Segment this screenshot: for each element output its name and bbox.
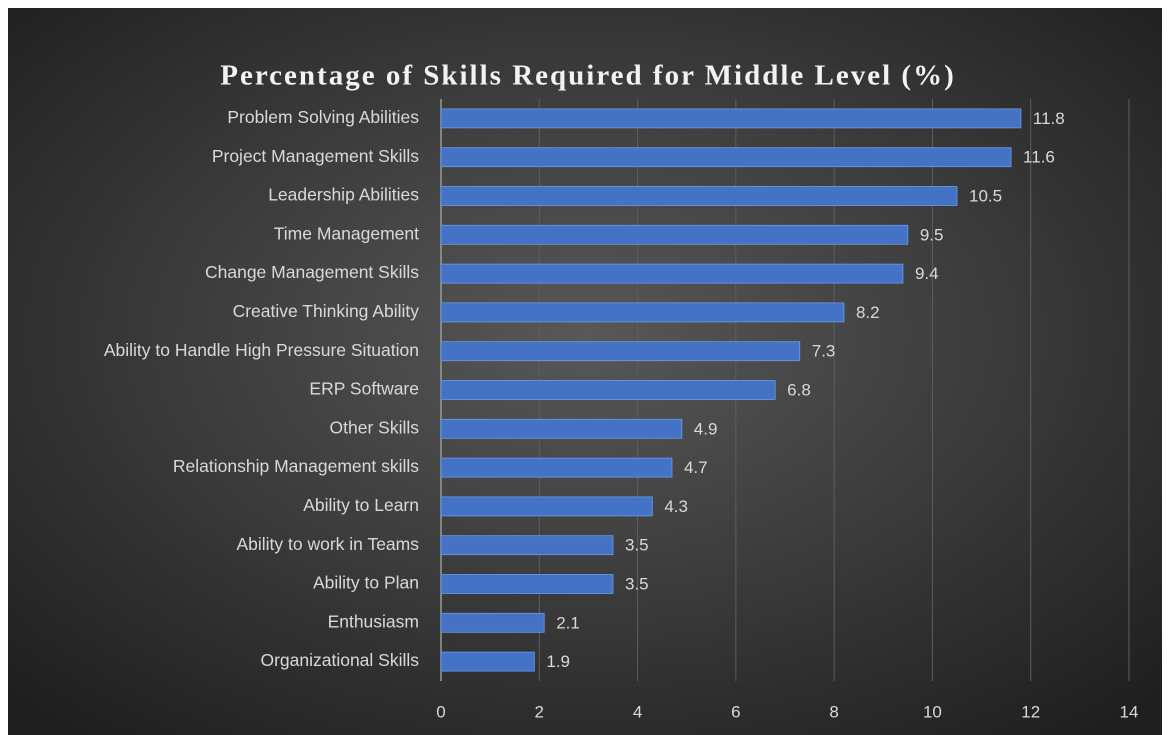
y-tick-label: Creative Thinking Ability (233, 301, 420, 321)
y-tick-label: Ability to Learn (303, 495, 419, 515)
bar (440, 263, 904, 284)
x-tick-label: 14 (1120, 702, 1139, 721)
bar (440, 612, 545, 633)
bar (440, 651, 535, 672)
x-tick-label: 8 (829, 702, 838, 721)
bar (440, 457, 673, 478)
y-tick-label: Change Management Skills (205, 262, 419, 282)
y-tick-label: Project Management Skills (212, 146, 419, 166)
value-label: 7.3 (812, 342, 836, 361)
value-label: 6.8 (787, 380, 811, 399)
value-label: 11.6 (1023, 148, 1055, 167)
value-label: 8.2 (856, 303, 880, 322)
value-label: 11.8 (1033, 109, 1065, 128)
value-label: 3.5 (625, 574, 649, 593)
bar (440, 147, 1012, 168)
y-tick-label: Ability to Handle High Pressure Situatio… (104, 340, 419, 360)
bar (440, 186, 958, 206)
chart-background (8, 8, 1162, 735)
bar (440, 496, 653, 517)
x-tick-label: 4 (633, 702, 642, 721)
y-tick-label: Organizational Skills (260, 650, 419, 670)
bar (440, 574, 614, 594)
x-tick-label: 12 (1021, 702, 1040, 721)
bar (440, 535, 614, 556)
value-label: 2.1 (556, 613, 580, 632)
x-tick-label: 10 (923, 702, 942, 721)
y-tick-label: Time Management (274, 223, 419, 243)
value-label: 10.5 (969, 186, 1002, 205)
y-tick-label: Ability to Plan (313, 573, 419, 593)
value-label: 9.4 (915, 264, 939, 283)
y-tick-label: Other Skills (330, 417, 420, 437)
bar (440, 108, 1022, 129)
value-label: 9.5 (920, 225, 944, 244)
value-label: 4.3 (664, 497, 688, 516)
x-tick-label: 2 (535, 702, 544, 721)
y-tick-label: Problem Solving Abilities (227, 107, 419, 127)
value-label: 1.9 (546, 652, 570, 671)
value-label: 4.9 (694, 419, 718, 438)
chart-title: Percentage of Skills Required for Middle… (220, 60, 956, 92)
x-tick-label: 0 (436, 702, 445, 721)
bar (440, 302, 845, 323)
x-tick-label: 6 (731, 702, 740, 721)
value-label: 4.7 (684, 458, 708, 477)
bar (440, 380, 776, 400)
bar (440, 418, 683, 439)
y-tick-label: Enthusiasm (328, 611, 419, 631)
y-tick-label: Leadership Abilities (268, 185, 419, 205)
value-label: 3.5 (625, 536, 649, 555)
y-tick-label: Relationship Management skills (173, 456, 419, 476)
bar (440, 224, 909, 245)
y-tick-label: Ability to work in Teams (236, 534, 419, 554)
y-tick-label: ERP Software (309, 379, 419, 399)
bar (440, 341, 801, 362)
